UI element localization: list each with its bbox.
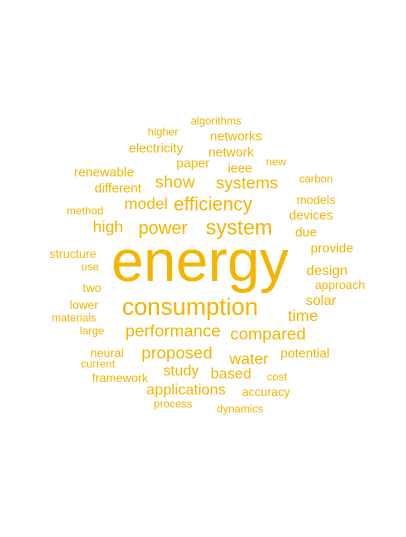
- word-approach: approach: [314, 278, 366, 292]
- word-two: two: [82, 281, 102, 295]
- word-provide: provide: [310, 240, 354, 256]
- word-networks: networks: [209, 128, 263, 144]
- word-network: network: [208, 144, 254, 160]
- word-models: models: [296, 193, 336, 207]
- word-higher: higher: [147, 126, 179, 139]
- word-framework: framework: [91, 371, 149, 385]
- word-method: method: [66, 205, 104, 218]
- word-ieee: ieee: [227, 160, 253, 176]
- word-neural: neural: [90, 346, 124, 360]
- word-paper: paper: [176, 155, 210, 171]
- word-design: design: [306, 262, 348, 278]
- word-consumption: consumption: [121, 294, 259, 321]
- word-water: water: [229, 351, 269, 368]
- word-process: process: [153, 398, 193, 411]
- word-carbon: carbon: [299, 173, 333, 186]
- word-algorithms: algorithms: [190, 115, 242, 128]
- word-systems: systems: [215, 173, 279, 193]
- word-due: due: [295, 224, 317, 240]
- word-lower: lower: [69, 298, 99, 312]
- word-system: system: [205, 216, 273, 240]
- word-cost: cost: [266, 371, 288, 384]
- word-show: show: [155, 172, 195, 192]
- word-use: use: [81, 261, 99, 274]
- word-structure: structure: [49, 247, 97, 261]
- word-study: study: [163, 362, 199, 380]
- word-potential: potential: [280, 345, 330, 361]
- word-efficiency: efficiency: [173, 194, 253, 216]
- word-devices: devices: [288, 207, 334, 223]
- word-energy: energy: [111, 229, 289, 294]
- word-electricity: electricity: [128, 140, 184, 156]
- word-applications: applications: [146, 381, 226, 399]
- word-time: time: [287, 308, 319, 325]
- word-current: current: [80, 358, 116, 371]
- word-solar: solar: [305, 292, 337, 308]
- word-compared: compared: [230, 324, 306, 344]
- word-power: power: [138, 218, 188, 238]
- word-high: high: [92, 219, 124, 236]
- word-proposed: proposed: [141, 343, 213, 363]
- word-performance: performance: [125, 321, 221, 341]
- word-accuracy: accuracy: [241, 385, 291, 399]
- word-large: large: [79, 325, 105, 338]
- word-renewable: renewable: [74, 164, 134, 180]
- word-dynamics: dynamics: [216, 403, 264, 416]
- word-based: based: [210, 365, 252, 383]
- word-different: different: [94, 180, 142, 196]
- word-model: model: [124, 196, 168, 213]
- word-new: new: [265, 156, 287, 169]
- word-materials: materials: [51, 312, 97, 325]
